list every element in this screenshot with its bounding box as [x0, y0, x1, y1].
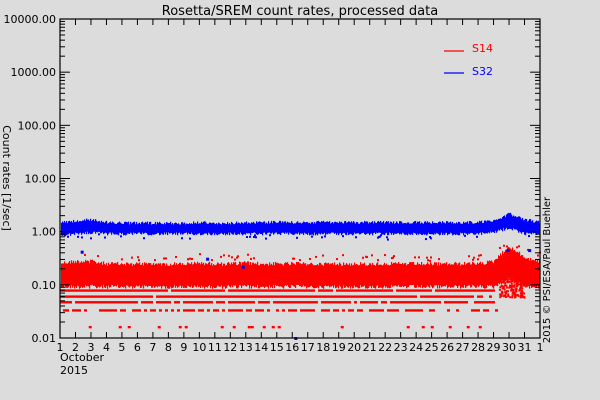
x-tick-label: 28	[471, 341, 485, 354]
y-tick-label: 0.01	[32, 332, 57, 345]
x-tick-label: 16	[285, 341, 299, 354]
x-tick-label: 21	[363, 341, 377, 354]
x-tick-label: 10	[192, 341, 206, 354]
x-tick-label: 5	[118, 341, 125, 354]
x-axis-label-year: 2015	[60, 364, 88, 377]
x-tick-label: 17	[301, 341, 315, 354]
legend: S14 S32	[444, 42, 493, 78]
x-tick-label: 19	[332, 341, 346, 354]
x-tick-label: 18	[316, 341, 330, 354]
x-tick-label: 1	[57, 341, 64, 354]
x-tick-label: 7	[149, 341, 156, 354]
series-s32	[61, 212, 541, 340]
y-tick-label: 10000.00	[4, 13, 57, 26]
x-tick-label: 2	[72, 341, 79, 354]
legend-label-s14: S14	[472, 42, 493, 55]
x-tick-label: 23	[394, 341, 408, 354]
x-tick-label: 15	[270, 341, 284, 354]
y-tick-label: 1.00	[32, 226, 57, 239]
x-tick-label: 27	[456, 341, 470, 354]
x-tick-label: 1	[537, 341, 544, 354]
x-tick-label: 24	[409, 341, 423, 354]
plot-area	[60, 212, 541, 340]
y-tick-label: 100.00	[18, 119, 57, 132]
x-tick-label: 4	[103, 341, 110, 354]
copyright-annotation: 2015 © PSI/ESA/Paul Buehler	[542, 196, 553, 343]
x-tick-label: 29	[487, 341, 501, 354]
x-tick-label: 3	[87, 341, 94, 354]
x-tick-label: 9	[180, 341, 187, 354]
y-tick-label: 1000.00	[11, 66, 57, 79]
legend-label-s32: S32	[472, 65, 493, 78]
x-axis-label-month: October	[60, 351, 104, 364]
x-tick-label: 6	[134, 341, 141, 354]
x-tick-label: 22	[378, 341, 392, 354]
x-tick-label: 8	[165, 341, 172, 354]
x-tick-label: 14	[254, 341, 268, 354]
x-tick-label: 12	[223, 341, 237, 354]
x-tick-label: 11	[208, 341, 222, 354]
y-tick-label: 0.10	[32, 279, 57, 292]
x-tick-label: 20	[347, 341, 361, 354]
series-s14	[60, 244, 541, 329]
y-axis-label: Count rates [1/sec]	[0, 125, 13, 231]
x-tick-label: 30	[502, 341, 516, 354]
x-tick-label: 26	[440, 341, 454, 354]
chart-title: Rosetta/SREM count rates, processed data	[162, 4, 438, 19]
y-tick-label: 10.00	[25, 173, 57, 186]
x-tick-label: 25	[425, 341, 439, 354]
x-tick-label: 31	[518, 341, 532, 354]
x-tick-label: 13	[239, 341, 253, 354]
